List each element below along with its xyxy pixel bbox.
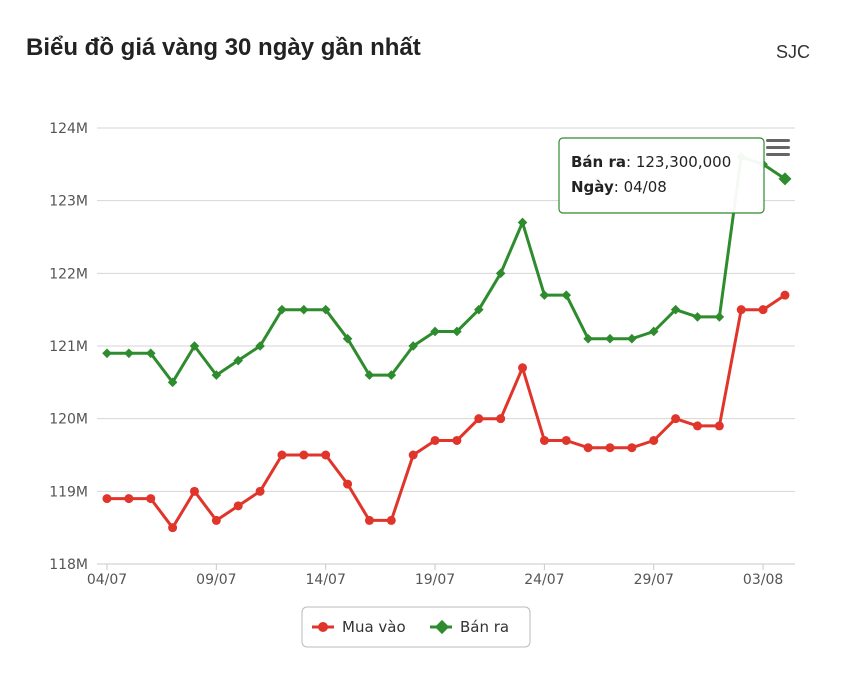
data-point-buy[interactable] — [736, 305, 746, 315]
data-point-sell[interactable] — [670, 304, 681, 315]
legend-label-sell: Bán ra — [460, 618, 509, 636]
data-point-sell[interactable] — [189, 341, 200, 351]
x-axis-ticks: 04/07 09/07 14/07 19/07 24/07 29/07 03/08 — [87, 564, 783, 588]
data-point-buy[interactable] — [649, 435, 659, 445]
data-point-buy[interactable] — [124, 494, 134, 504]
data-point-buy[interactable] — [408, 450, 418, 460]
hamburger-menu-icon[interactable] — [766, 139, 790, 156]
data-point-sell[interactable] — [233, 355, 244, 366]
data-point-buy[interactable] — [496, 414, 506, 424]
data-point-buy[interactable] — [255, 486, 265, 496]
data-point-sell[interactable] — [364, 370, 375, 380]
tooltip-series-label: Bán ra — [571, 153, 626, 171]
data-point-sell[interactable] — [299, 304, 309, 315]
data-point-buy[interactable] — [692, 421, 702, 431]
data-point-buy[interactable] — [518, 363, 528, 373]
x-tick-label: 19/07 — [415, 572, 455, 588]
y-tick-label: 124M — [49, 121, 88, 137]
data-point-buy[interactable] — [211, 515, 221, 525]
data-point-sell[interactable] — [561, 290, 572, 300]
data-point-sell[interactable] — [102, 348, 112, 359]
data-point-buy[interactable] — [364, 515, 374, 525]
data-point-sell[interactable] — [167, 377, 178, 388]
series-line-sell — [105, 155, 787, 384]
svg-text:Ngày: 04/08: Ngày: 04/08 — [571, 178, 667, 196]
data-point-sell[interactable] — [583, 333, 593, 344]
data-point-buy[interactable] — [189, 486, 199, 496]
legend-item-sell[interactable]: Bán ra — [430, 618, 509, 636]
data-point-buy[interactable] — [605, 443, 615, 453]
x-tick-label: 04/07 — [87, 572, 127, 588]
data-point-buy[interactable] — [780, 290, 790, 300]
y-tick-label: 119M — [49, 484, 88, 500]
legend-label-buy: Mua vào — [342, 618, 406, 636]
x-tick-label: 09/07 — [196, 572, 236, 588]
data-point-sell[interactable] — [277, 304, 287, 315]
data-point-sell[interactable] — [255, 341, 265, 351]
data-point-buy[interactable] — [714, 421, 724, 431]
series-layer — [102, 152, 792, 533]
data-point-buy[interactable] — [277, 450, 287, 460]
data-point-sell[interactable] — [605, 333, 615, 344]
data-point-buy[interactable] — [321, 450, 331, 460]
data-point-sell[interactable] — [124, 348, 134, 359]
tooltip: Bán ra: 123,300,000 Ngày: 04/08 — [558, 137, 765, 214]
data-point-buy[interactable] — [561, 435, 571, 445]
data-point-sell[interactable] — [692, 312, 703, 322]
svg-text:Bán ra: 123,300,000: Bán ra: 123,300,000 — [571, 153, 731, 171]
data-point-buy[interactable] — [168, 523, 178, 533]
data-point-sell[interactable] — [648, 326, 659, 337]
data-point-sell[interactable] — [408, 341, 418, 351]
data-point-sell[interactable] — [211, 370, 222, 380]
tooltip-date-label: Ngày — [571, 178, 614, 196]
data-point-buy[interactable] — [233, 501, 243, 511]
data-point-sell[interactable] — [386, 370, 397, 380]
data-point-buy[interactable] — [146, 494, 156, 504]
series-line-buy — [105, 293, 787, 530]
data-point-buy[interactable] — [583, 443, 593, 453]
data-point-buy[interactable] — [452, 435, 462, 445]
y-tick-label: 122M — [49, 266, 88, 282]
data-point-buy[interactable] — [627, 443, 637, 453]
tooltip-value: 123,300,000 — [636, 153, 731, 171]
data-point-sell[interactable] — [430, 326, 440, 337]
y-tick-label: 121M — [49, 339, 88, 355]
data-point-sell[interactable] — [145, 348, 156, 359]
tooltip-date-value: 04/08 — [624, 178, 667, 196]
chart-title: Biểu đồ giá vàng 30 ngày gần nhất — [26, 34, 421, 61]
data-point-buy[interactable] — [386, 515, 396, 525]
data-point-sell[interactable] — [539, 290, 550, 300]
legend: Mua vào Bán ra — [301, 606, 531, 648]
data-point-sell[interactable] — [452, 326, 462, 337]
data-point-buy[interactable] — [671, 414, 681, 424]
data-point-sell[interactable] — [778, 172, 792, 186]
data-point-sell[interactable] — [473, 304, 484, 315]
data-point-sell[interactable] — [517, 217, 528, 228]
data-point-buy[interactable] — [758, 305, 768, 315]
data-point-buy[interactable] — [343, 479, 353, 489]
data-point-buy[interactable] — [539, 435, 549, 445]
y-tick-label: 120M — [49, 412, 88, 428]
data-point-buy[interactable] — [299, 450, 309, 460]
grid-lines — [97, 127, 795, 565]
data-point-buy[interactable] — [102, 494, 112, 504]
legend-item-buy[interactable]: Mua vào — [312, 618, 406, 636]
data-point-sell[interactable] — [320, 304, 331, 315]
y-tick-label: 118M — [49, 557, 88, 573]
brand-label: SJC — [775, 42, 810, 62]
data-point-sell[interactable] — [495, 268, 506, 279]
x-tick-label: 14/07 — [306, 572, 346, 588]
y-tick-label: 123M — [49, 194, 88, 210]
data-point-sell[interactable] — [342, 333, 353, 344]
x-tick-label: 03/08 — [743, 572, 783, 588]
data-point-sell[interactable] — [627, 333, 637, 344]
x-tick-label: 29/07 — [634, 572, 674, 588]
data-point-sell[interactable] — [714, 312, 725, 322]
x-tick-label: 24/07 — [524, 572, 564, 588]
data-point-buy[interactable] — [430, 435, 440, 445]
data-point-buy[interactable] — [474, 414, 484, 424]
y-axis-ticks: 118M 119M 120M 121M 122M 123M 124M — [49, 121, 88, 573]
